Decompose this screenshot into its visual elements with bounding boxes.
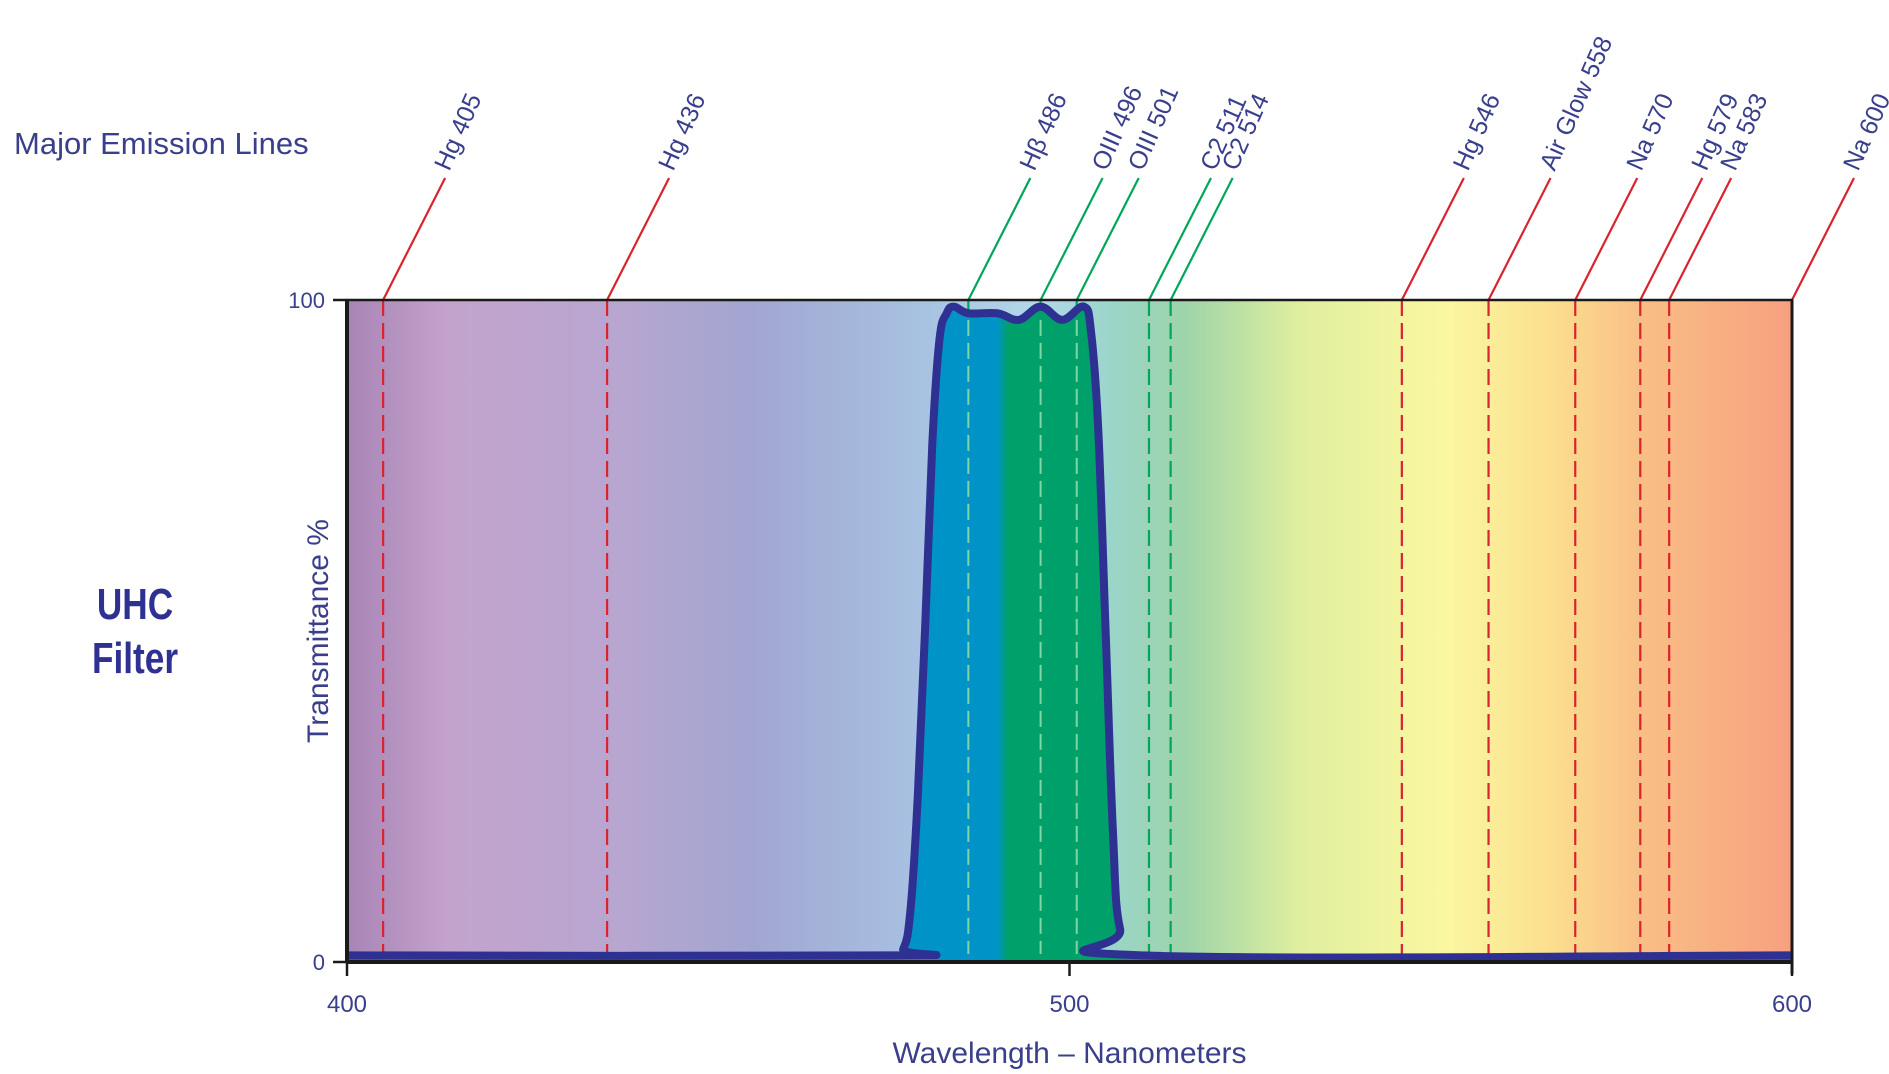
filter-curve — [346, 302, 1793, 962]
emission-leader-6 — [1169, 177, 1234, 301]
axis-labels: Wavelength – Nanometers Transmittance % — [302, 519, 1247, 1070]
emission-leader-3 — [1039, 177, 1104, 301]
axes: 400 500 600 0 100 — [288, 288, 1812, 1018]
emission-label-9: Na 570 — [1621, 89, 1679, 174]
emission-label-7: Hg 546 — [1448, 89, 1506, 174]
emission-leader-12 — [1791, 177, 1855, 301]
filter-name-line-1: UHC — [96, 580, 174, 629]
emission-leader-5 — [1147, 177, 1212, 301]
y-axis-label: Transmittance % — [302, 519, 335, 743]
y-tick-label-1: 100 — [288, 288, 325, 313]
emission-label-1: Hg 436 — [653, 89, 711, 174]
emission-leader-1 — [606, 177, 671, 301]
x-axis-label: Wavelength – Nanometers — [892, 1037, 1246, 1070]
emission-label-2: Hβ 486 — [1014, 89, 1073, 174]
emission-leader-11 — [1668, 177, 1733, 301]
y-tick-label-0: 0 — [313, 950, 325, 975]
emission-lines-title: Major Emission Lines — [14, 126, 309, 161]
filter-name-line-2: Filter — [91, 634, 179, 683]
x-tick-label-1: 500 — [1049, 991, 1089, 1018]
emission-label-0: Hg 405 — [429, 89, 487, 174]
filter-name: UHC Filter — [83, 578, 187, 686]
emission-leader-2 — [967, 177, 1032, 301]
emission-label-8: Air Glow 558 — [1534, 32, 1618, 174]
emission-label-12: Na 600 — [1838, 89, 1889, 174]
emission-leader-4 — [1075, 177, 1140, 301]
filter-curve-line — [346, 302, 1793, 962]
x-tick-label-2: 600 — [1772, 991, 1812, 1018]
emission-leader-10 — [1639, 177, 1704, 301]
emission-leader-7 — [1400, 177, 1465, 301]
emission-leader-0 — [382, 177, 447, 301]
emission-leader-9 — [1574, 177, 1639, 301]
filter-curve-fill — [347, 306, 1792, 962]
emission-leader-8 — [1487, 177, 1552, 301]
x-tick-label-0: 400 — [327, 991, 367, 1018]
